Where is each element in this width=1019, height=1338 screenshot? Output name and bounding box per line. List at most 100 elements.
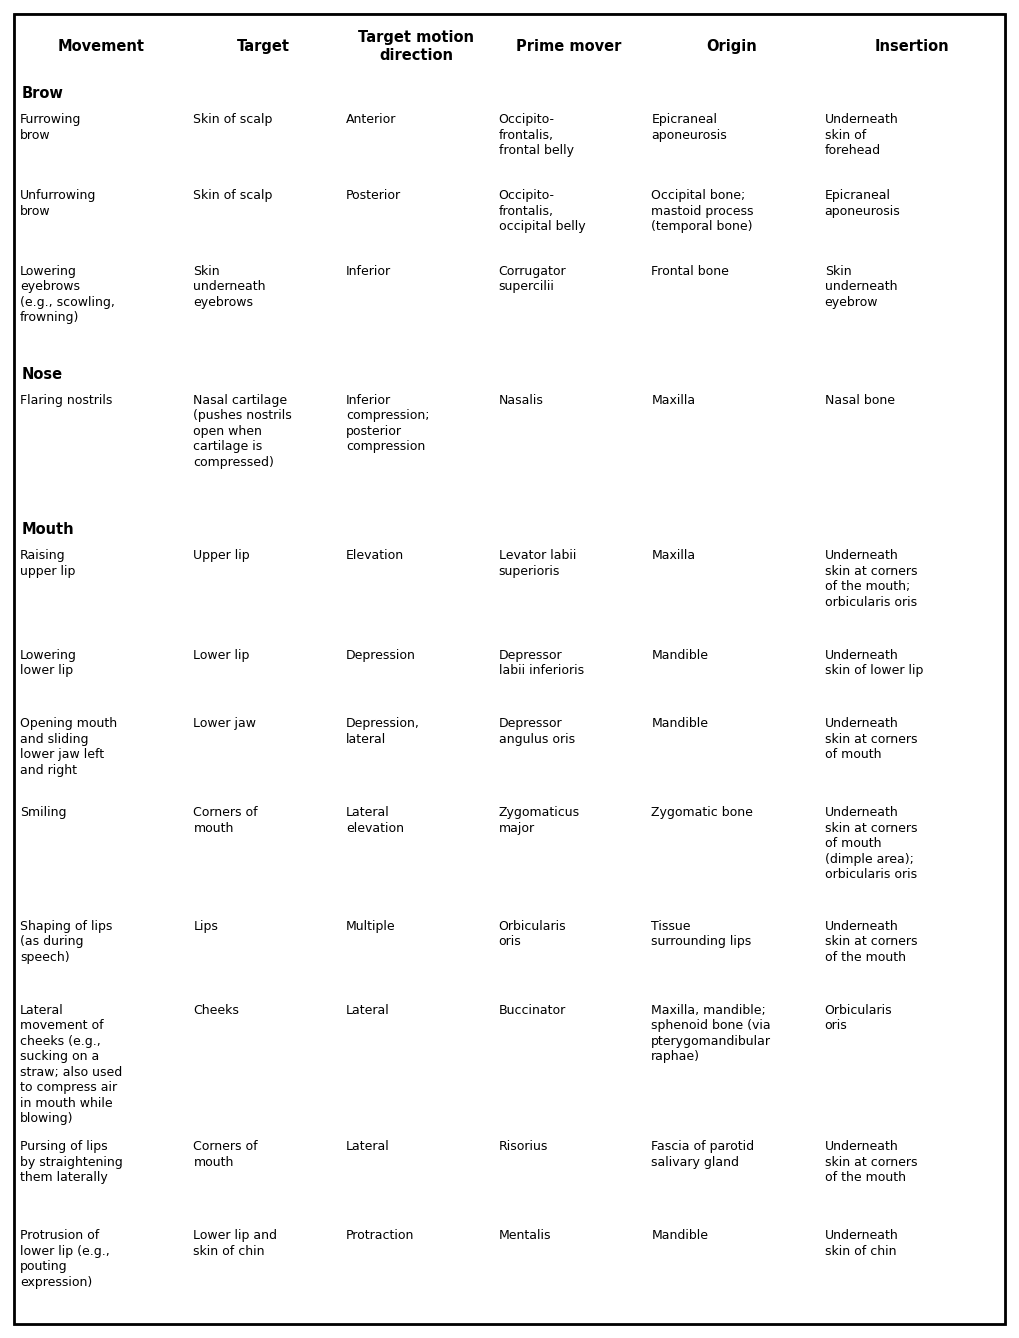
Bar: [14, 79, 1005, 108]
Bar: [492, 998, 645, 1135]
Bar: [818, 185, 1005, 260]
Bar: [14, 389, 187, 515]
Bar: [645, 545, 818, 644]
Text: Orbicularis
oris: Orbicularis oris: [824, 1004, 893, 1032]
Bar: [340, 108, 492, 185]
Bar: [340, 545, 492, 644]
Text: Lateral
movement of
cheeks (e.g.,
sucking on a
straw; also used
to compress air
: Lateral movement of cheeks (e.g., suckin…: [20, 1004, 122, 1125]
Text: Smiling: Smiling: [20, 807, 66, 819]
Text: Maxilla: Maxilla: [651, 549, 695, 562]
Text: Origin: Origin: [706, 39, 757, 54]
Text: Lowering
lower lip: Lowering lower lip: [20, 649, 76, 677]
Text: Underneath
skin of chin: Underneath skin of chin: [824, 1230, 899, 1258]
Text: Fascia of parotid
salivary gland: Fascia of parotid salivary gland: [651, 1140, 754, 1168]
Bar: [14, 915, 187, 998]
Text: Maxilla: Maxilla: [651, 393, 695, 407]
Bar: [492, 389, 645, 515]
Bar: [818, 915, 1005, 998]
Bar: [340, 13, 492, 79]
Bar: [645, 801, 818, 915]
Bar: [818, 712, 1005, 801]
Bar: [492, 801, 645, 915]
Bar: [340, 1135, 492, 1224]
Text: Brow: Brow: [22, 86, 64, 102]
Bar: [187, 644, 340, 712]
Text: Insertion: Insertion: [874, 39, 949, 54]
Text: Unfurrowing
brow: Unfurrowing brow: [20, 189, 97, 218]
Text: Posterior: Posterior: [346, 189, 401, 202]
Text: Zygomatic bone: Zygomatic bone: [651, 807, 753, 819]
Text: Inferior
compression;
posterior
compression: Inferior compression; posterior compress…: [346, 393, 430, 454]
Bar: [645, 644, 818, 712]
Text: Depressor
labii inferioris: Depressor labii inferioris: [498, 649, 584, 677]
Text: Underneath
skin of lower lip: Underneath skin of lower lip: [824, 649, 923, 677]
Bar: [187, 998, 340, 1135]
Text: Underneath
skin of
forehead: Underneath skin of forehead: [824, 114, 899, 158]
Text: Orbicularis
oris: Orbicularis oris: [498, 919, 567, 949]
Text: Lateral
elevation: Lateral elevation: [346, 807, 405, 835]
Bar: [340, 389, 492, 515]
Text: Tissue
surrounding lips: Tissue surrounding lips: [651, 919, 752, 949]
Text: Anterior: Anterior: [346, 114, 396, 127]
Text: Inferior: Inferior: [346, 265, 391, 277]
Text: Lower lip: Lower lip: [194, 649, 250, 662]
Text: Mandible: Mandible: [651, 717, 708, 731]
Bar: [492, 545, 645, 644]
Text: Skin
underneath
eyebrows: Skin underneath eyebrows: [194, 265, 266, 309]
Bar: [818, 108, 1005, 185]
Bar: [187, 13, 340, 79]
Text: Furrowing
brow: Furrowing brow: [20, 114, 82, 142]
Text: Skin
underneath
eyebrow: Skin underneath eyebrow: [824, 265, 897, 309]
Text: Occipito-
frontalis,
occipital belly: Occipito- frontalis, occipital belly: [498, 189, 585, 233]
Bar: [818, 1135, 1005, 1224]
Text: Frontal bone: Frontal bone: [651, 265, 730, 277]
Bar: [187, 915, 340, 998]
Bar: [645, 185, 818, 260]
Text: Lowering
eyebrows
(e.g., scowling,
frowning): Lowering eyebrows (e.g., scowling, frown…: [20, 265, 115, 324]
Text: Underneath
skin at corners
of the mouth: Underneath skin at corners of the mouth: [824, 1140, 917, 1184]
Text: Nasal bone: Nasal bone: [824, 393, 895, 407]
Text: Buccinator: Buccinator: [498, 1004, 566, 1017]
Bar: [14, 360, 1005, 389]
Text: Underneath
skin at corners
of the mouth: Underneath skin at corners of the mouth: [824, 919, 917, 963]
Bar: [645, 998, 818, 1135]
Text: Skin of scalp: Skin of scalp: [194, 189, 273, 202]
Text: Pursing of lips
by straightening
them laterally: Pursing of lips by straightening them la…: [20, 1140, 122, 1184]
Bar: [492, 915, 645, 998]
Bar: [492, 13, 645, 79]
Text: Mandible: Mandible: [651, 1230, 708, 1242]
Bar: [187, 1224, 340, 1325]
Text: Epicraneal
aponeurosis: Epicraneal aponeurosis: [824, 189, 901, 218]
Text: Underneath
skin at corners
of mouth
(dimple area);
orbicularis oris: Underneath skin at corners of mouth (dim…: [824, 807, 917, 882]
Text: Target: Target: [237, 39, 290, 54]
Text: Lateral: Lateral: [346, 1004, 390, 1017]
Bar: [340, 712, 492, 801]
Text: Raising
upper lip: Raising upper lip: [20, 549, 75, 578]
Bar: [492, 644, 645, 712]
Text: Lateral: Lateral: [346, 1140, 390, 1153]
Bar: [340, 915, 492, 998]
Text: Depression,
lateral: Depression, lateral: [346, 717, 420, 745]
Text: Occipito-
frontalis,
frontal belly: Occipito- frontalis, frontal belly: [498, 114, 574, 158]
Text: Skin of scalp: Skin of scalp: [194, 114, 273, 127]
Bar: [187, 389, 340, 515]
Bar: [14, 644, 187, 712]
Text: Underneath
skin at corners
of mouth: Underneath skin at corners of mouth: [824, 717, 917, 761]
Text: Maxilla, mandible;
sphenoid bone (via
pterygomandibular
raphae): Maxilla, mandible; sphenoid bone (via pt…: [651, 1004, 771, 1064]
Bar: [645, 389, 818, 515]
Text: Nasal cartilage
(pushes nostrils
open when
cartilage is
compressed): Nasal cartilage (pushes nostrils open wh…: [194, 393, 292, 468]
Text: Target motion
direction: Target motion direction: [359, 29, 475, 63]
Text: Shaping of lips
(as during
speech): Shaping of lips (as during speech): [20, 919, 112, 963]
Text: Levator labii
superioris: Levator labii superioris: [498, 549, 576, 578]
Text: Zygomaticus
major: Zygomaticus major: [498, 807, 580, 835]
Text: Lips: Lips: [194, 919, 218, 933]
Text: Mouth: Mouth: [22, 522, 74, 537]
Bar: [818, 644, 1005, 712]
Bar: [818, 545, 1005, 644]
Text: Nasalis: Nasalis: [498, 393, 543, 407]
Bar: [187, 712, 340, 801]
Text: Corners of
mouth: Corners of mouth: [194, 1140, 258, 1168]
Text: Occipital bone;
mastoid process
(temporal bone): Occipital bone; mastoid process (tempora…: [651, 189, 754, 233]
Bar: [14, 1135, 187, 1224]
Bar: [187, 185, 340, 260]
